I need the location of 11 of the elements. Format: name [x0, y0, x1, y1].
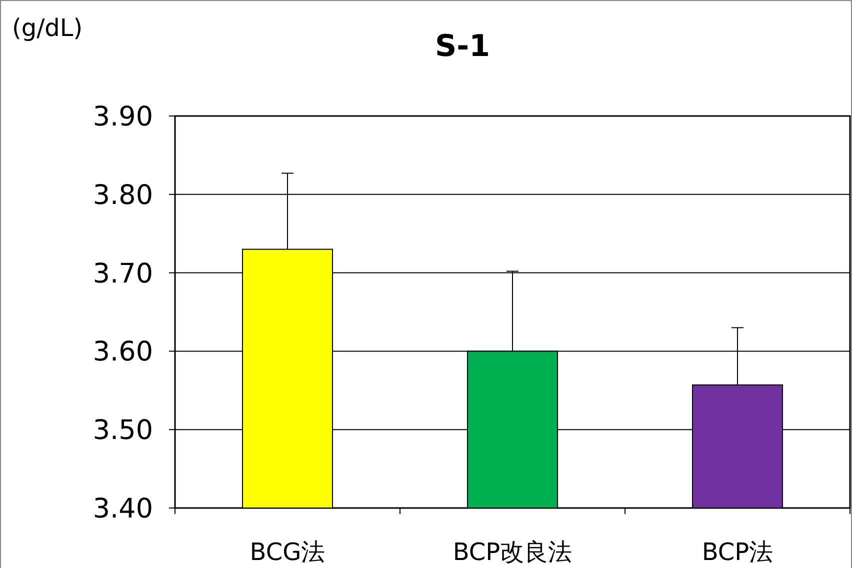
- y-tick-label: 3.60: [92, 336, 153, 368]
- y-axis-title: (g/dL): [12, 14, 83, 42]
- x-tick-label: BCP改良法: [452, 538, 572, 566]
- chart-title: S-1: [435, 29, 490, 64]
- y-tick-label: 3.50: [92, 415, 153, 446]
- x-tick-label: BCG法: [250, 538, 326, 566]
- y-tick-label: 3.80: [92, 180, 153, 211]
- y-tick-label: 3.90: [92, 101, 153, 132]
- x-tick-label: BCP法: [702, 538, 774, 566]
- y-tick-label: 3.70: [92, 258, 153, 290]
- y-tick-label: 3.40: [92, 493, 153, 524]
